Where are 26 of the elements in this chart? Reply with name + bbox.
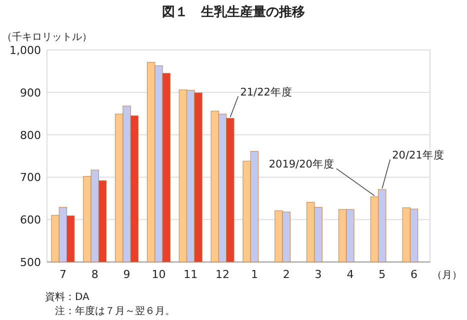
text: 20/21年度 [392,148,444,162]
series-label: 21/22年度 [240,85,292,98]
x-tick-label: 11 [184,268,198,281]
y-tick-label: 800 [20,128,41,142]
text: 注：年度は７月～翌６月。 [55,305,175,317]
y-tick-label: 600 [20,214,41,227]
y-tick-label: 900 [20,86,41,100]
x-tick-label: 8 [91,268,98,281]
x-tick-label: 4 [346,268,354,281]
text: 資料：DA [45,291,90,303]
x-tick-label: 3 [314,268,322,281]
x-tick-label: 6 [410,268,418,281]
series-label: 2019/20年度 [268,158,334,171]
y-axis-title: （千キロリットル） [2,31,92,43]
y-tick-label: 1,000 [10,44,41,57]
y-tick-label: 500 [20,256,41,269]
x-tick-label: 12 [216,268,230,281]
x-tick-label: 1 [250,268,258,281]
x-tick-label: 7 [59,268,66,281]
x-tick-label: 5 [378,268,386,281]
x-tick-label: 2 [282,268,290,281]
y-tick-label: 700 [20,171,41,184]
x-tick-label: 10 [152,268,166,281]
chart-title: 図１ 生乳生産量の推移 [162,4,305,20]
x-axis-title: （月） [432,270,462,281]
x-tick-label: 9 [123,268,130,281]
